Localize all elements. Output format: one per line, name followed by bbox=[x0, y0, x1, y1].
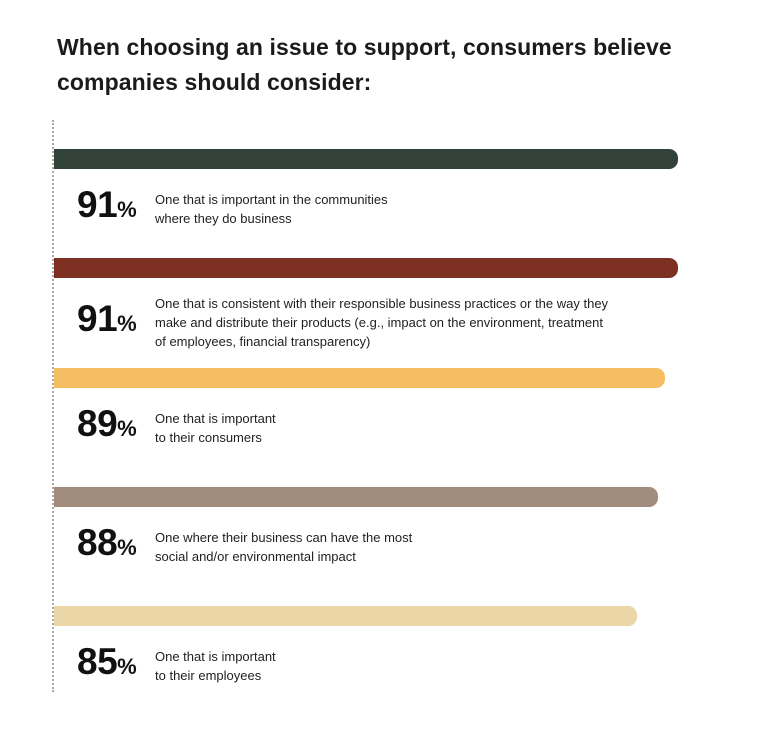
bar-row-communities: 91% One that is important in the communi… bbox=[54, 149, 740, 233]
bar-business-practices bbox=[54, 258, 679, 278]
value-label: 89% bbox=[77, 404, 153, 452]
bar-row-consumers: 89% One that is important to their consu… bbox=[54, 368, 740, 452]
value-label: 91% bbox=[77, 297, 153, 347]
category-label: One that is important to their consumers bbox=[153, 409, 276, 447]
value-number: 85 bbox=[77, 641, 118, 682]
bar-row-business-practices: 91% One that is consistent with their re… bbox=[54, 258, 740, 351]
percent-sign: % bbox=[117, 416, 137, 441]
bar-row-content: 88% One where their business can have th… bbox=[54, 523, 740, 571]
category-label-line: where they do business bbox=[155, 211, 292, 226]
category-label-line: One that is important bbox=[155, 649, 276, 664]
bar-row-impact: 88% One where their business can have th… bbox=[54, 487, 740, 571]
category-label-line: One that is important in the communities bbox=[155, 192, 388, 207]
bar-row-content: 91% One that is important in the communi… bbox=[54, 185, 740, 233]
value-label: 91% bbox=[77, 185, 153, 233]
category-label-line: of employees, financial transparency) bbox=[155, 334, 371, 349]
percent-sign: % bbox=[117, 535, 137, 560]
bar-impact bbox=[54, 487, 658, 507]
category-label-line: to their employees bbox=[155, 668, 262, 683]
chart-title: When choosing an issue to support, consu… bbox=[57, 30, 717, 100]
category-label-line: social and/or environmental impact bbox=[155, 549, 356, 564]
category-label: One that is important to their employees bbox=[153, 647, 276, 685]
bar-consumers bbox=[54, 368, 665, 388]
category-label-line: make and distribute their products (e.g.… bbox=[155, 315, 604, 330]
bar-row-content: 91% One that is consistent with their re… bbox=[54, 294, 740, 351]
percent-sign: % bbox=[117, 310, 137, 336]
bar-communities bbox=[54, 149, 679, 169]
value-number: 89 bbox=[77, 403, 118, 444]
chart-title-line-2: companies should consider: bbox=[57, 69, 372, 95]
category-label: One that is important in the communities… bbox=[153, 190, 388, 228]
value-label: 88% bbox=[77, 523, 153, 571]
value-number: 88 bbox=[77, 522, 118, 563]
category-label-line: One that is important bbox=[155, 411, 276, 426]
category-label: One that is consistent with their respon… bbox=[153, 294, 608, 351]
percent-sign: % bbox=[117, 654, 137, 679]
bar-employees bbox=[54, 606, 638, 626]
category-label: One where their business can have the mo… bbox=[153, 528, 412, 566]
percent-sign: % bbox=[117, 197, 137, 222]
bar-row-employees: 85% One that is important to their emplo… bbox=[54, 606, 740, 690]
value-label: 85% bbox=[77, 642, 153, 690]
category-label-line: One that is consistent with their respon… bbox=[155, 296, 609, 311]
category-label-line: to their consumers bbox=[155, 430, 262, 445]
value-number: 91 bbox=[77, 297, 118, 339]
category-label-line: One where their business can have the mo… bbox=[155, 530, 413, 545]
value-number: 91 bbox=[77, 184, 118, 225]
bar-chart-area: 91% One that is important in the communi… bbox=[52, 120, 740, 692]
bar-row-content: 85% One that is important to their emplo… bbox=[54, 642, 740, 690]
chart-title-line-1: When choosing an issue to support, consu… bbox=[57, 34, 672, 60]
bar-row-content: 89% One that is important to their consu… bbox=[54, 404, 740, 452]
